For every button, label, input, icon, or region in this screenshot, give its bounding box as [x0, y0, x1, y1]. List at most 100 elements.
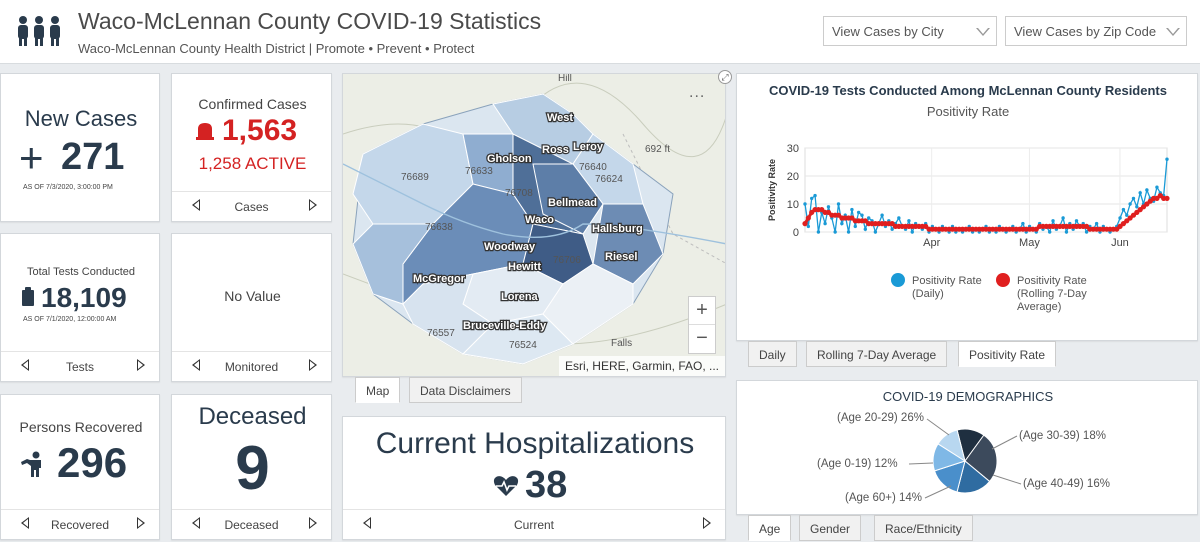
- legend-label: Average): [1017, 301, 1061, 313]
- data-point: [863, 227, 868, 231]
- next-arrow-icon[interactable]: [137, 359, 145, 371]
- tab-gender[interactable]: Gender: [799, 515, 862, 541]
- city-label: Leroy: [573, 141, 604, 153]
- leader-line: [908, 462, 934, 465]
- clipboard-icon: [22, 287, 34, 306]
- data-point: [802, 221, 808, 227]
- prev-arrow-icon[interactable]: [192, 517, 200, 529]
- map-elevation: 692 ft: [645, 144, 670, 155]
- data-point: [816, 230, 821, 234]
- prev-arrow-icon[interactable]: [363, 517, 371, 529]
- zoom-out-button[interactable]: −: [696, 327, 708, 349]
- data-point: [846, 230, 851, 234]
- next-arrow-icon[interactable]: [137, 517, 145, 529]
- demographics-chart: COVID-19 DEMOGRAPHICS (Age 20-29) 26% (Age…: [817, 389, 1110, 504]
- next-arrow-icon[interactable]: [309, 199, 317, 211]
- monitored-card: No Value Monitored: [171, 233, 332, 382]
- y-tick-label: 0: [793, 227, 799, 239]
- expand-icon[interactable]: ⤢: [718, 70, 732, 84]
- city-label: West: [547, 112, 573, 124]
- tab-positivity-rate[interactable]: Positivity Rate: [958, 341, 1057, 367]
- y-tick-label: 10: [787, 199, 799, 211]
- legend-swatch: [996, 273, 1010, 287]
- data-point: [1074, 219, 1079, 223]
- tab-data-disclaimers[interactable]: Data Disclaimers: [409, 377, 522, 403]
- city-label: Woodway: [484, 241, 536, 253]
- hospitalizations-nav-label: Current: [513, 518, 554, 532]
- data-point: [1064, 230, 1069, 234]
- deceased-nav: Deceased: [172, 509, 331, 539]
- zip-dropdown[interactable]: View Cases by Zip Code: [1005, 16, 1187, 46]
- tests-card: Total Tests Conducted 18,109 AS OF 7/1/2…: [0, 233, 160, 382]
- monitored-nav: Monitored: [172, 351, 331, 381]
- data-point: [850, 207, 854, 212]
- data-point: [803, 202, 807, 206]
- slice-label: (Age 20-29) 26%: [837, 412, 924, 424]
- demographics-card: COVID-19 DEMOGRAPHICS (Age 20-29) 26% (Age…: [736, 380, 1198, 515]
- hospitalizations-card: Current Hospitalizations 38 Current: [342, 416, 726, 540]
- active-value: 1,258 ACTIVE: [198, 154, 307, 173]
- chart-title: COVID-19 DEMOGRAPHICS: [883, 389, 1054, 404]
- tab-age[interactable]: Age: [748, 515, 792, 541]
- new-cases-label: New Cases: [24, 106, 138, 131]
- tab-map[interactable]: Map: [355, 377, 401, 403]
- next-arrow-icon[interactable]: [703, 517, 711, 529]
- data-point: [810, 196, 814, 201]
- data-point: [1138, 191, 1142, 195]
- city-label: Ross: [542, 144, 569, 156]
- heart-icon: [493, 476, 519, 496]
- data-point: [806, 224, 811, 229]
- x-tick-label: May: [1019, 237, 1040, 249]
- zip-dropdown-label: View Cases by Zip Code: [1014, 24, 1157, 39]
- prev-arrow-icon[interactable]: [21, 517, 29, 529]
- y-tick-label: 20: [787, 171, 799, 183]
- virus-icon: [196, 123, 214, 140]
- zip-label: 76640: [579, 162, 607, 173]
- prev-arrow-icon[interactable]: [192, 199, 200, 211]
- deceased-value: 9: [235, 434, 270, 503]
- deceased-card: Deceased 9 Deceased: [171, 394, 332, 540]
- next-arrow-icon[interactable]: [309, 359, 317, 371]
- zip-label: 76708: [505, 188, 533, 199]
- map-panel[interactable]: Hill Falls 692 ft 76640 76633 76689 7662…: [342, 73, 726, 377]
- data-point: [840, 221, 844, 226]
- data-point: [890, 227, 894, 231]
- tests-label: Total Tests Conducted: [26, 266, 136, 278]
- tab-rolling-average[interactable]: Rolling 7-Day Average: [806, 341, 948, 367]
- city-dropdown[interactable]: View Cases by City: [823, 16, 997, 46]
- tab-daily[interactable]: Daily: [748, 341, 797, 367]
- leader-line: [924, 485, 952, 499]
- city-label: McGregor: [413, 273, 466, 285]
- prev-arrow-icon[interactable]: [192, 359, 200, 371]
- map-more-button[interactable]: ...: [689, 84, 706, 101]
- confirmed-nav: Cases: [172, 191, 331, 221]
- confirmed-nav-label: Cases: [234, 200, 269, 214]
- county-map[interactable]: Hill Falls 692 ft 76640 76633 76689 7662…: [343, 74, 726, 377]
- chevron-down-icon: [1166, 28, 1180, 36]
- tab-race-ethnicity[interactable]: Race/Ethnicity: [874, 515, 973, 541]
- data-point: [1145, 188, 1149, 192]
- confirmed-value: 1,563: [222, 114, 298, 147]
- data-point: [860, 213, 864, 217]
- chart-title: COVID-19 Tests Conducted Among McLennan …: [769, 83, 1167, 98]
- tests-value: 18,109: [41, 282, 127, 313]
- recovered-person-icon: [21, 451, 41, 477]
- positivity-chart: COVID-19 Tests Conducted Among McLennan …: [767, 83, 1170, 313]
- tests-nav: Tests: [1, 351, 159, 381]
- city-label: Riesel: [605, 251, 637, 263]
- recovered-card: Persons Recovered 296 Recovered: [0, 394, 160, 540]
- prev-arrow-icon[interactable]: [21, 359, 29, 371]
- y-axis-label: Positivity Rate: [767, 159, 777, 221]
- next-arrow-icon[interactable]: [309, 517, 317, 529]
- zoom-in-button[interactable]: +: [689, 297, 715, 325]
- zip-label: 76638: [425, 222, 453, 233]
- legend-label: (Rolling 7-Day: [1017, 288, 1087, 300]
- pie-slice: [937, 429, 966, 463]
- city-label: Bellmead: [548, 197, 597, 209]
- data-point: [1051, 219, 1055, 223]
- zip-label: 76624: [595, 174, 623, 185]
- zip-label: 76633: [465, 166, 493, 177]
- plus-icon: +: [19, 134, 44, 181]
- zip-label: 76706: [553, 255, 581, 266]
- confirmed-cases-card: Confirmed Cases 1,563 1,258 ACTIVE Cases: [171, 73, 332, 222]
